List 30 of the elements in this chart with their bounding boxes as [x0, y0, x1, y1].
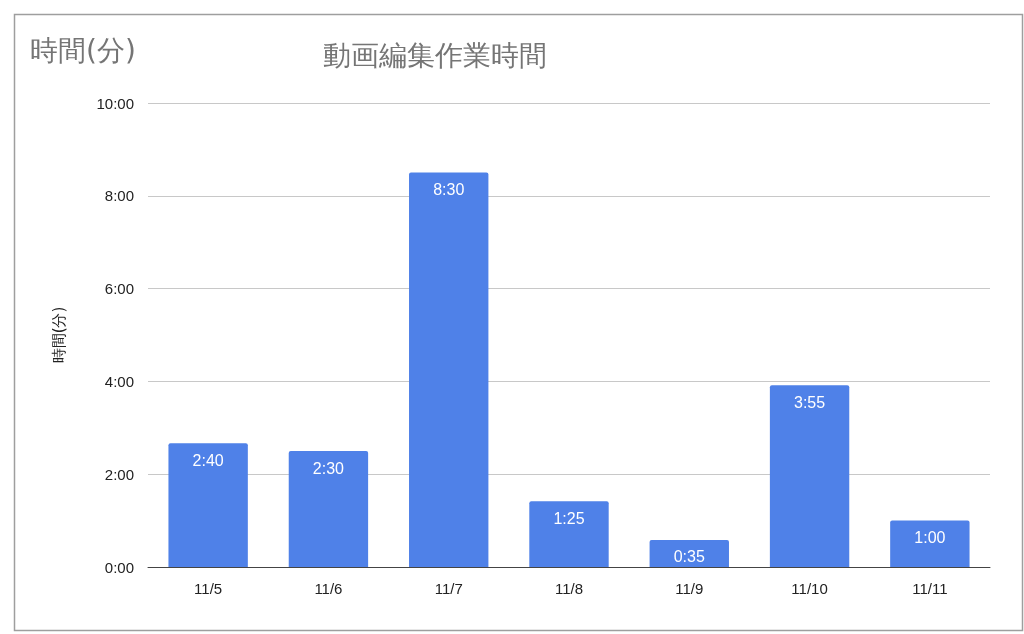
data-label: 1:00 — [914, 529, 946, 547]
bar — [288, 451, 369, 567]
bar — [409, 172, 489, 567]
x-tick-label: 11/9 — [675, 580, 704, 597]
bar — [529, 501, 609, 567]
y-tick-label: 0:00 — [104, 558, 134, 576]
y-tick-label: 4:00 — [104, 372, 134, 390]
data-label: 8:30 — [433, 181, 465, 199]
chart-title: 動画編集作業時間 — [323, 38, 547, 72]
text: 時間(分) — [30, 33, 136, 67]
x-tick-label: 11/10 — [791, 580, 828, 597]
y-axis-title: 時間(分) — [49, 306, 68, 364]
data-label: 0:35 — [673, 548, 705, 566]
y-tick-label: 8:00 — [104, 187, 134, 205]
y-tick-label: 2:00 — [104, 465, 134, 483]
x-tick-label: 11/6 — [314, 580, 343, 597]
data-label: 2:30 — [312, 459, 345, 477]
x-tick-label: 11/5 — [194, 580, 223, 597]
bar — [769, 385, 850, 567]
x-tick-label: 11/8 — [554, 580, 584, 597]
x-tick-label: 11/7 — [434, 580, 463, 597]
y-tick-label: 6:00 — [104, 280, 134, 298]
bar — [649, 539, 729, 567]
bar — [890, 520, 970, 567]
y-tick-label: 10:00 — [96, 94, 134, 112]
x-tick-label: 11/11 — [912, 580, 948, 597]
data-label: 2:40 — [192, 451, 224, 469]
data-label: 1:25 — [553, 509, 585, 527]
data-label: 3:55 — [794, 393, 826, 411]
bar — [168, 443, 248, 567]
